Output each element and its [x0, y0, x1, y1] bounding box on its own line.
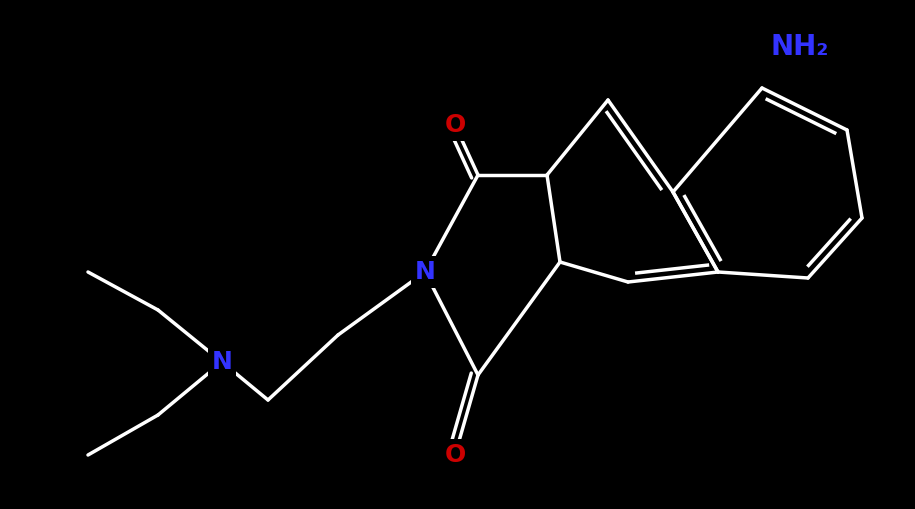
Text: N: N [211, 350, 232, 374]
Text: O: O [445, 113, 466, 137]
Text: N: N [414, 260, 436, 284]
Text: NH₂: NH₂ [770, 33, 829, 61]
Text: O: O [445, 443, 466, 467]
